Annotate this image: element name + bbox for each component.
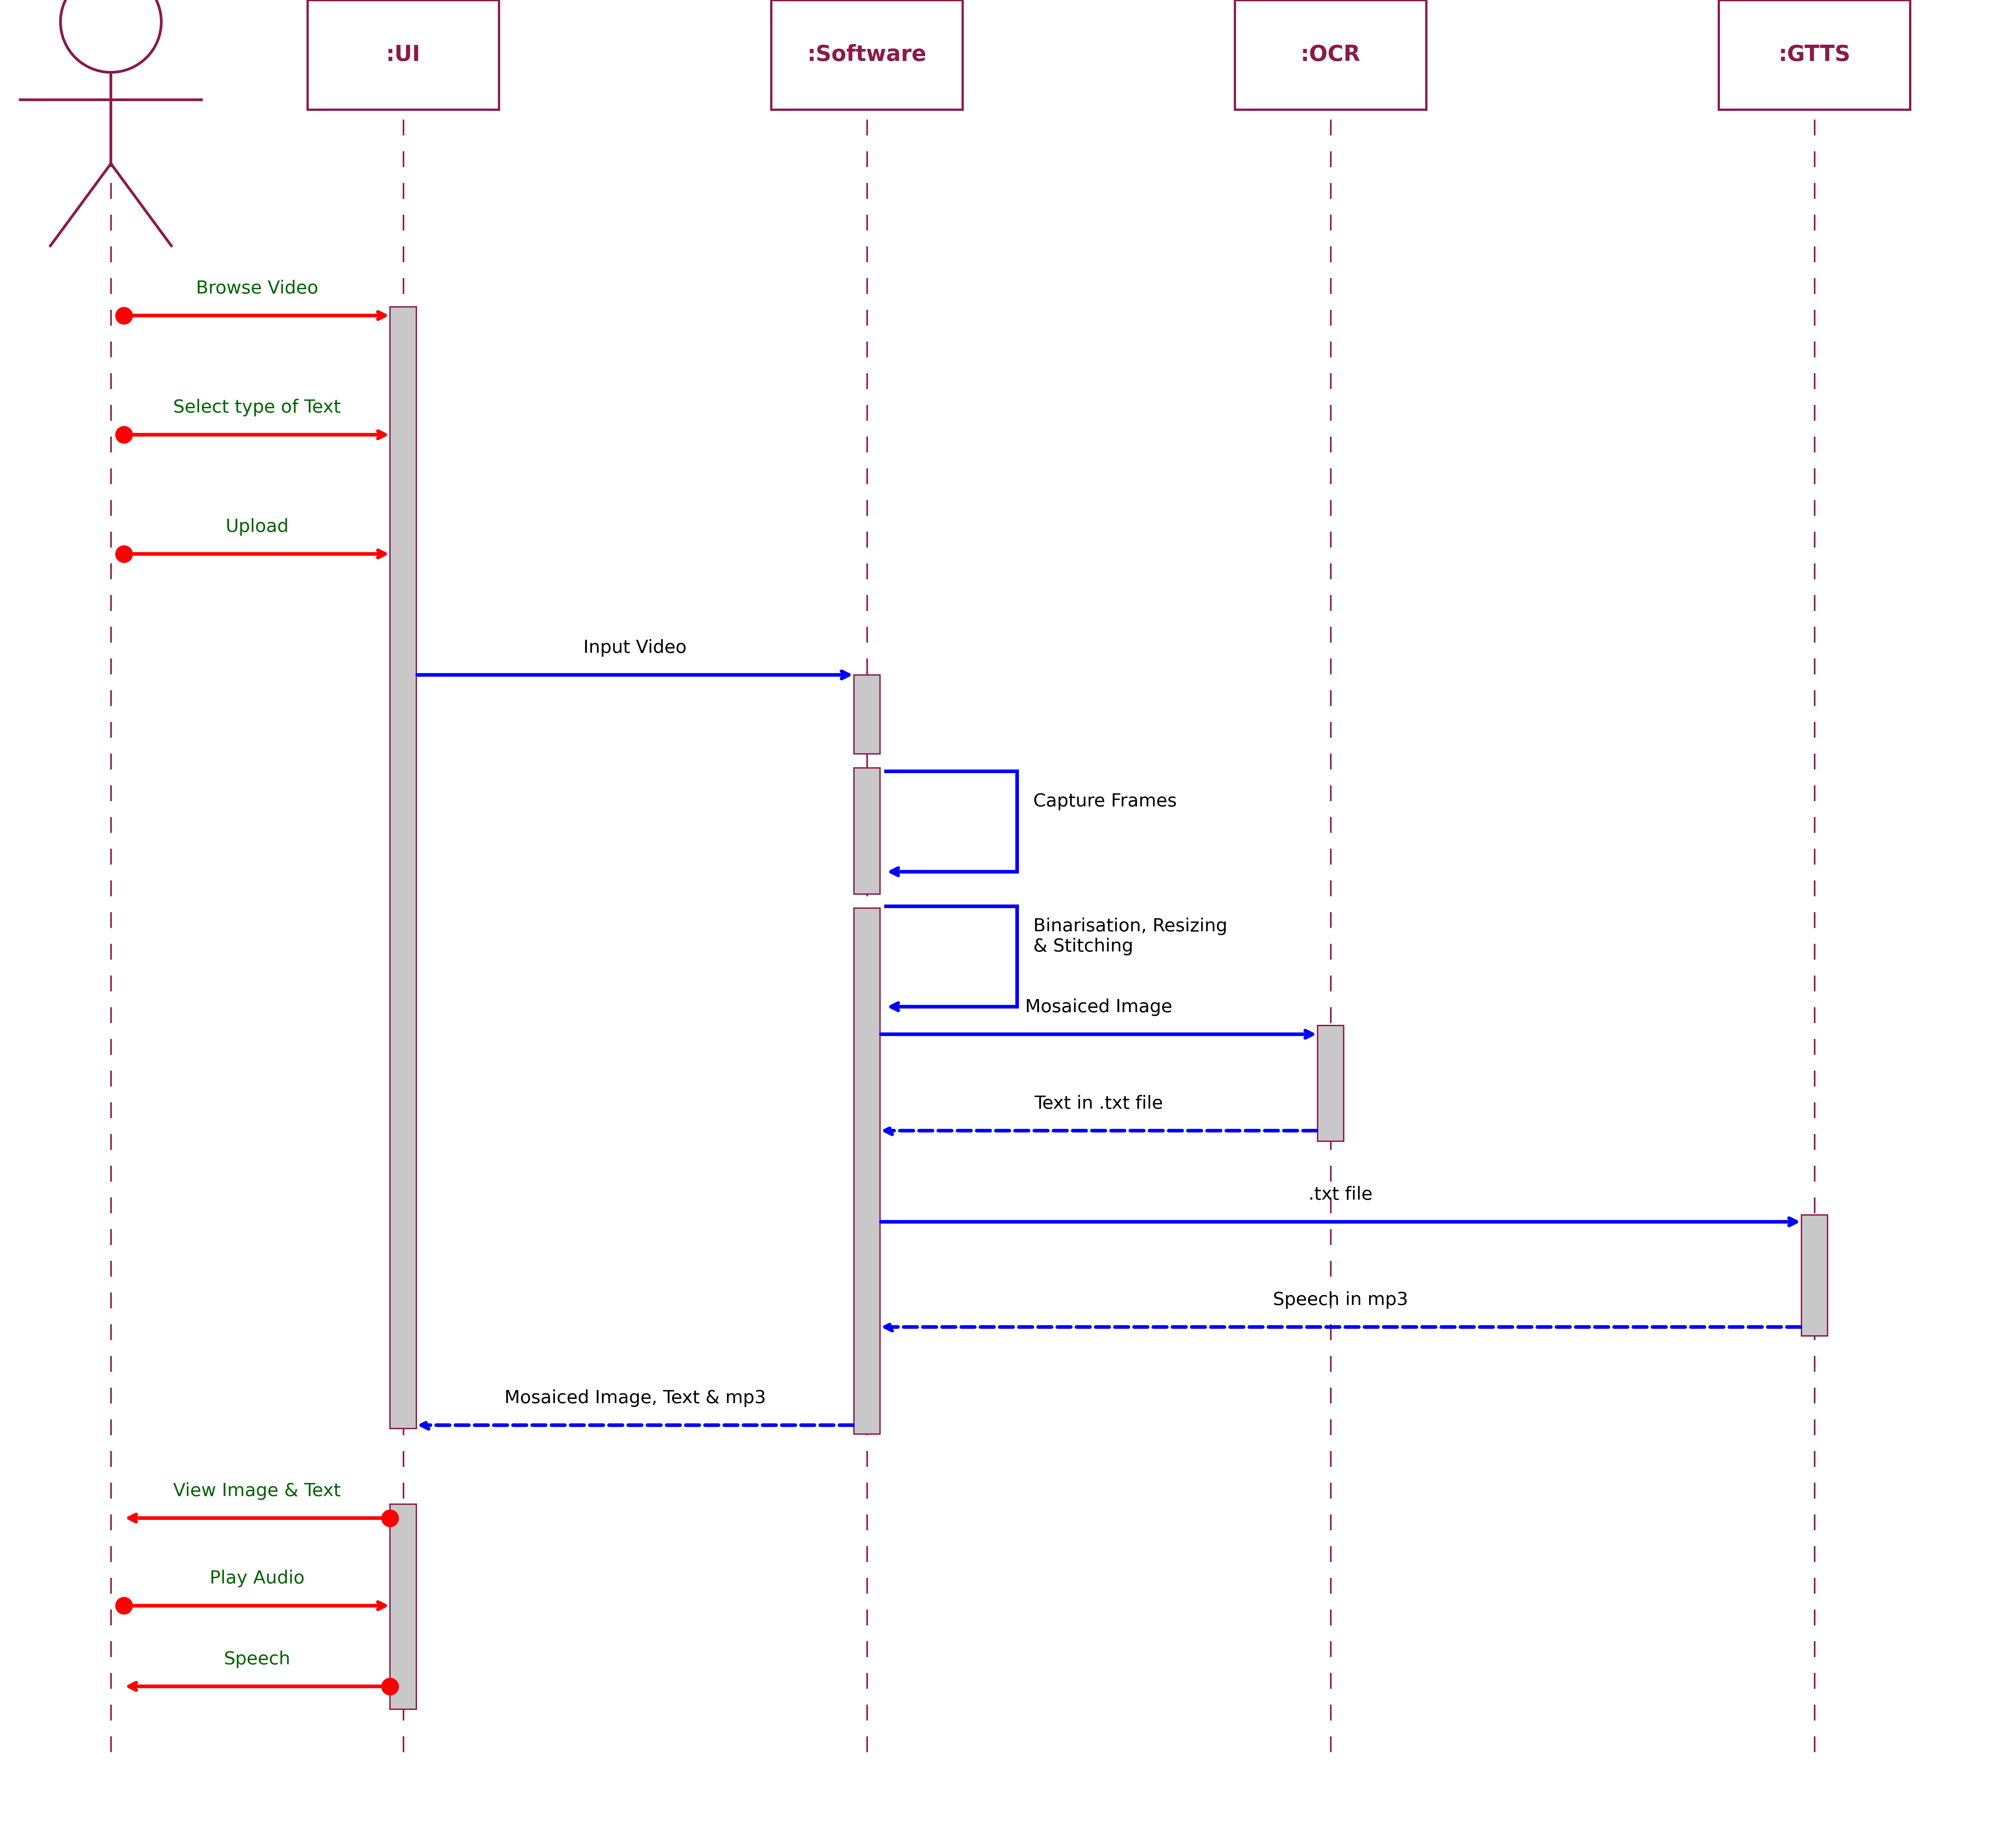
- Text: Speech in mp3: Speech in mp3: [1272, 1291, 1409, 1309]
- Text: Input Video: Input Video: [583, 639, 687, 657]
- FancyBboxPatch shape: [1234, 0, 1427, 110]
- Text: Speech: Speech: [224, 1651, 290, 1669]
- Ellipse shape: [60, 0, 161, 73]
- Text: Mosaiced Image, Text & mp3: Mosaiced Image, Text & mp3: [504, 1390, 766, 1406]
- FancyBboxPatch shape: [1318, 1026, 1345, 1141]
- Text: Binarisation, Resizing
& Stitching: Binarisation, Resizing & Stitching: [1032, 917, 1228, 955]
- FancyBboxPatch shape: [391, 1505, 417, 1709]
- Text: Mosaiced Image: Mosaiced Image: [1024, 999, 1173, 1015]
- Text: Play Audio: Play Audio: [210, 1570, 304, 1587]
- Text: :UI: :UI: [385, 44, 421, 66]
- Text: .txt file: .txt file: [1308, 1185, 1373, 1203]
- FancyBboxPatch shape: [855, 676, 879, 754]
- FancyBboxPatch shape: [1802, 1214, 1829, 1337]
- FancyBboxPatch shape: [855, 767, 879, 895]
- Text: :Software: :Software: [806, 44, 927, 66]
- FancyBboxPatch shape: [391, 307, 417, 1428]
- Text: Capture Frames: Capture Frames: [1032, 792, 1177, 811]
- Text: :OCR: :OCR: [1300, 44, 1361, 66]
- Text: :GTTS: :GTTS: [1778, 44, 1851, 66]
- FancyBboxPatch shape: [770, 0, 964, 110]
- FancyBboxPatch shape: [308, 0, 500, 110]
- FancyBboxPatch shape: [855, 908, 879, 1433]
- Text: Text in .txt file: Text in .txt file: [1034, 1096, 1163, 1112]
- Text: Browse Video: Browse Video: [196, 279, 319, 298]
- FancyBboxPatch shape: [1720, 0, 1911, 110]
- Text: Select type of Text: Select type of Text: [173, 398, 341, 416]
- Text: Upload: Upload: [226, 519, 288, 535]
- Text: View Image & Text: View Image & Text: [173, 1483, 341, 1499]
